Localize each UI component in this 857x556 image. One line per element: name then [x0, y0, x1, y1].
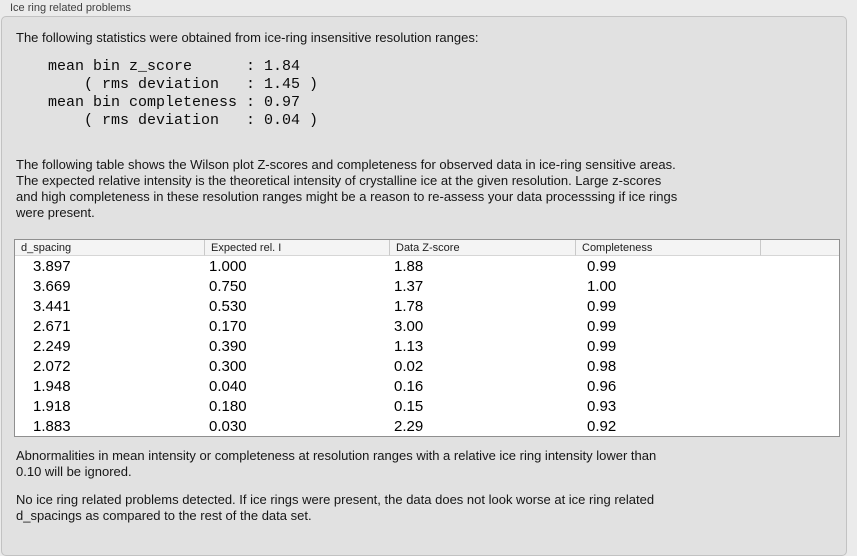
table-row[interactable]: 3.669 0.750 1.37 1.00 — [15, 276, 839, 296]
table-cell: 0.99 — [587, 317, 617, 335]
table-cell: 0.180 — [209, 397, 247, 415]
table-cell: 1.948 — [33, 377, 71, 395]
table-cell: 2.671 — [33, 317, 71, 335]
table-cell: 1.00 — [587, 277, 617, 295]
table-row[interactable]: 2.072 0.300 0.02 0.98 — [15, 356, 839, 376]
table-row[interactable]: 1.918 0.180 0.15 0.93 — [15, 396, 839, 416]
table-cell-empty — [760, 376, 839, 396]
table-cell: 1.000 — [209, 257, 247, 275]
table-row[interactable]: 2.671 0.170 3.00 0.99 — [15, 316, 839, 336]
table-cell: 1.13 — [394, 337, 424, 355]
table-cell: 3.00 — [394, 317, 424, 335]
stats-block: mean bin z_score : 1.84 ( rms deviation … — [48, 58, 319, 129]
table-cell: 2.072 — [33, 357, 71, 375]
conclusion-text: No ice ring related problems detected. I… — [16, 492, 655, 523]
table-cell: 0.300 — [209, 357, 247, 375]
column-header-d-spacing[interactable]: d_spacing — [15, 240, 204, 256]
column-header-expected-rel-i[interactable]: Expected rel. I — [204, 240, 389, 256]
table-cell: 3.897 — [33, 257, 71, 275]
table-body: 3.897 1.000 1.88 0.99 3.669 0.750 1.37 1.00 3.44… — [15, 256, 839, 436]
table-cell: 0.02 — [394, 357, 424, 375]
column-header-completeness[interactable]: Completeness — [575, 240, 760, 256]
table-cell: 0.93 — [587, 397, 617, 415]
table-cell: 0.15 — [394, 397, 424, 415]
table-cell: 1.78 — [394, 297, 424, 315]
table-cell: 0.16 — [394, 377, 424, 395]
table-row[interactable]: 1.883 0.030 2.29 0.92 — [15, 416, 839, 436]
table-cell: 0.170 — [209, 317, 247, 335]
table-cell: 0.96 — [587, 377, 617, 395]
table-cell-empty — [760, 336, 839, 356]
table-cell-empty — [760, 296, 839, 316]
table-cell: 3.669 — [33, 277, 71, 295]
table-cell: 0.040 — [209, 377, 247, 395]
table-header: d_spacing Expected rel. I Data Z-score C… — [15, 240, 839, 256]
table-cell: 2.249 — [33, 337, 71, 355]
table-cell: 0.99 — [587, 297, 617, 315]
table-cell: 0.750 — [209, 277, 247, 295]
table-cell: 0.99 — [587, 257, 617, 275]
intro-text: The following statistics were obtained f… — [16, 30, 479, 45]
table-header-row: d_spacing Expected rel. I Data Z-score C… — [15, 240, 839, 256]
table-cell-empty — [760, 256, 839, 276]
table-cell-empty — [760, 276, 839, 296]
table-cell: 1.37 — [394, 277, 424, 295]
table-cell-empty — [760, 396, 839, 416]
column-header-empty — [760, 240, 839, 256]
column-header-data-z-score[interactable]: Data Z-score — [389, 240, 575, 256]
table-intro-text: The following table shows the Wilson plo… — [16, 157, 678, 220]
table-cell: 3.441 — [33, 297, 71, 315]
table-row[interactable]: 3.441 0.530 1.78 0.99 — [15, 296, 839, 316]
ice-ring-table: d_spacing Expected rel. I Data Z-score C… — [14, 239, 840, 437]
groupbox-title: Ice ring related problems — [10, 2, 132, 14]
table-cell: 1.88 — [394, 257, 424, 275]
table-cell: 1.918 — [33, 397, 71, 415]
table-cell: 0.530 — [209, 297, 247, 315]
table-cell: 0.98 — [587, 357, 617, 375]
table-cell: 0.92 — [587, 417, 617, 435]
table-cell-empty — [760, 316, 839, 336]
table-cell-empty — [760, 416, 839, 436]
table-cell-empty — [760, 356, 839, 376]
table-row[interactable]: 2.249 0.390 1.13 0.99 — [15, 336, 839, 356]
table-cell: 0.390 — [209, 337, 247, 355]
table-cell: 0.99 — [587, 337, 617, 355]
table-row[interactable]: 1.948 0.040 0.16 0.96 — [15, 376, 839, 396]
table-cell: 1.883 — [33, 417, 71, 435]
table-row[interactable]: 3.897 1.000 1.88 0.99 — [15, 256, 839, 276]
table-cell: 2.29 — [394, 417, 424, 435]
groupbox: The following statistics were obtained f… — [1, 16, 847, 556]
table-cell: 0.030 — [209, 417, 247, 435]
ignore-note-text: Abnormalities in mean intensity or compl… — [16, 448, 657, 479]
